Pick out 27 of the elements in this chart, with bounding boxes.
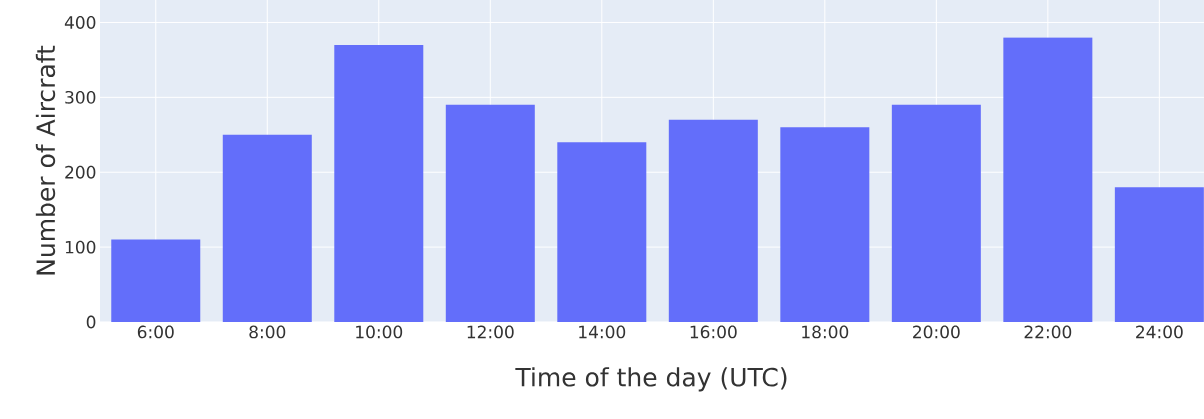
bar bbox=[780, 127, 870, 322]
bar bbox=[1114, 187, 1204, 322]
x-tick-label: 8:00 bbox=[249, 325, 286, 339]
y-tick-label: 200 bbox=[65, 165, 96, 179]
x-tick-label: 20:00 bbox=[913, 325, 960, 339]
x-tick-label: 10:00 bbox=[356, 325, 403, 339]
x-tick-label: 24:00 bbox=[1136, 325, 1183, 339]
bar bbox=[891, 104, 981, 322]
bar bbox=[1003, 37, 1093, 322]
x-tick-label: 14:00 bbox=[579, 325, 626, 339]
x-tick-label: 18:00 bbox=[802, 325, 849, 339]
x-tick-label: 12:00 bbox=[467, 325, 514, 339]
bar bbox=[557, 142, 647, 322]
x-tick-label: 6:00 bbox=[137, 325, 174, 339]
bar bbox=[668, 119, 758, 322]
y-tick-label: 300 bbox=[65, 90, 96, 104]
bar bbox=[111, 239, 201, 322]
x-axis-title: Time of the day (UTC) bbox=[515, 367, 787, 392]
y-tick-label: 400 bbox=[64, 16, 96, 29]
bar bbox=[334, 44, 424, 322]
y-tick-label: 0 bbox=[86, 315, 96, 329]
x-tick-label: 16:00 bbox=[690, 325, 737, 339]
y-axis-title: Number of Aircraft bbox=[35, 45, 56, 275]
bar bbox=[222, 134, 312, 322]
bar bbox=[445, 104, 535, 322]
x-tick-label: 22:00 bbox=[1024, 325, 1072, 339]
y-tick-label: 100 bbox=[65, 240, 96, 254]
